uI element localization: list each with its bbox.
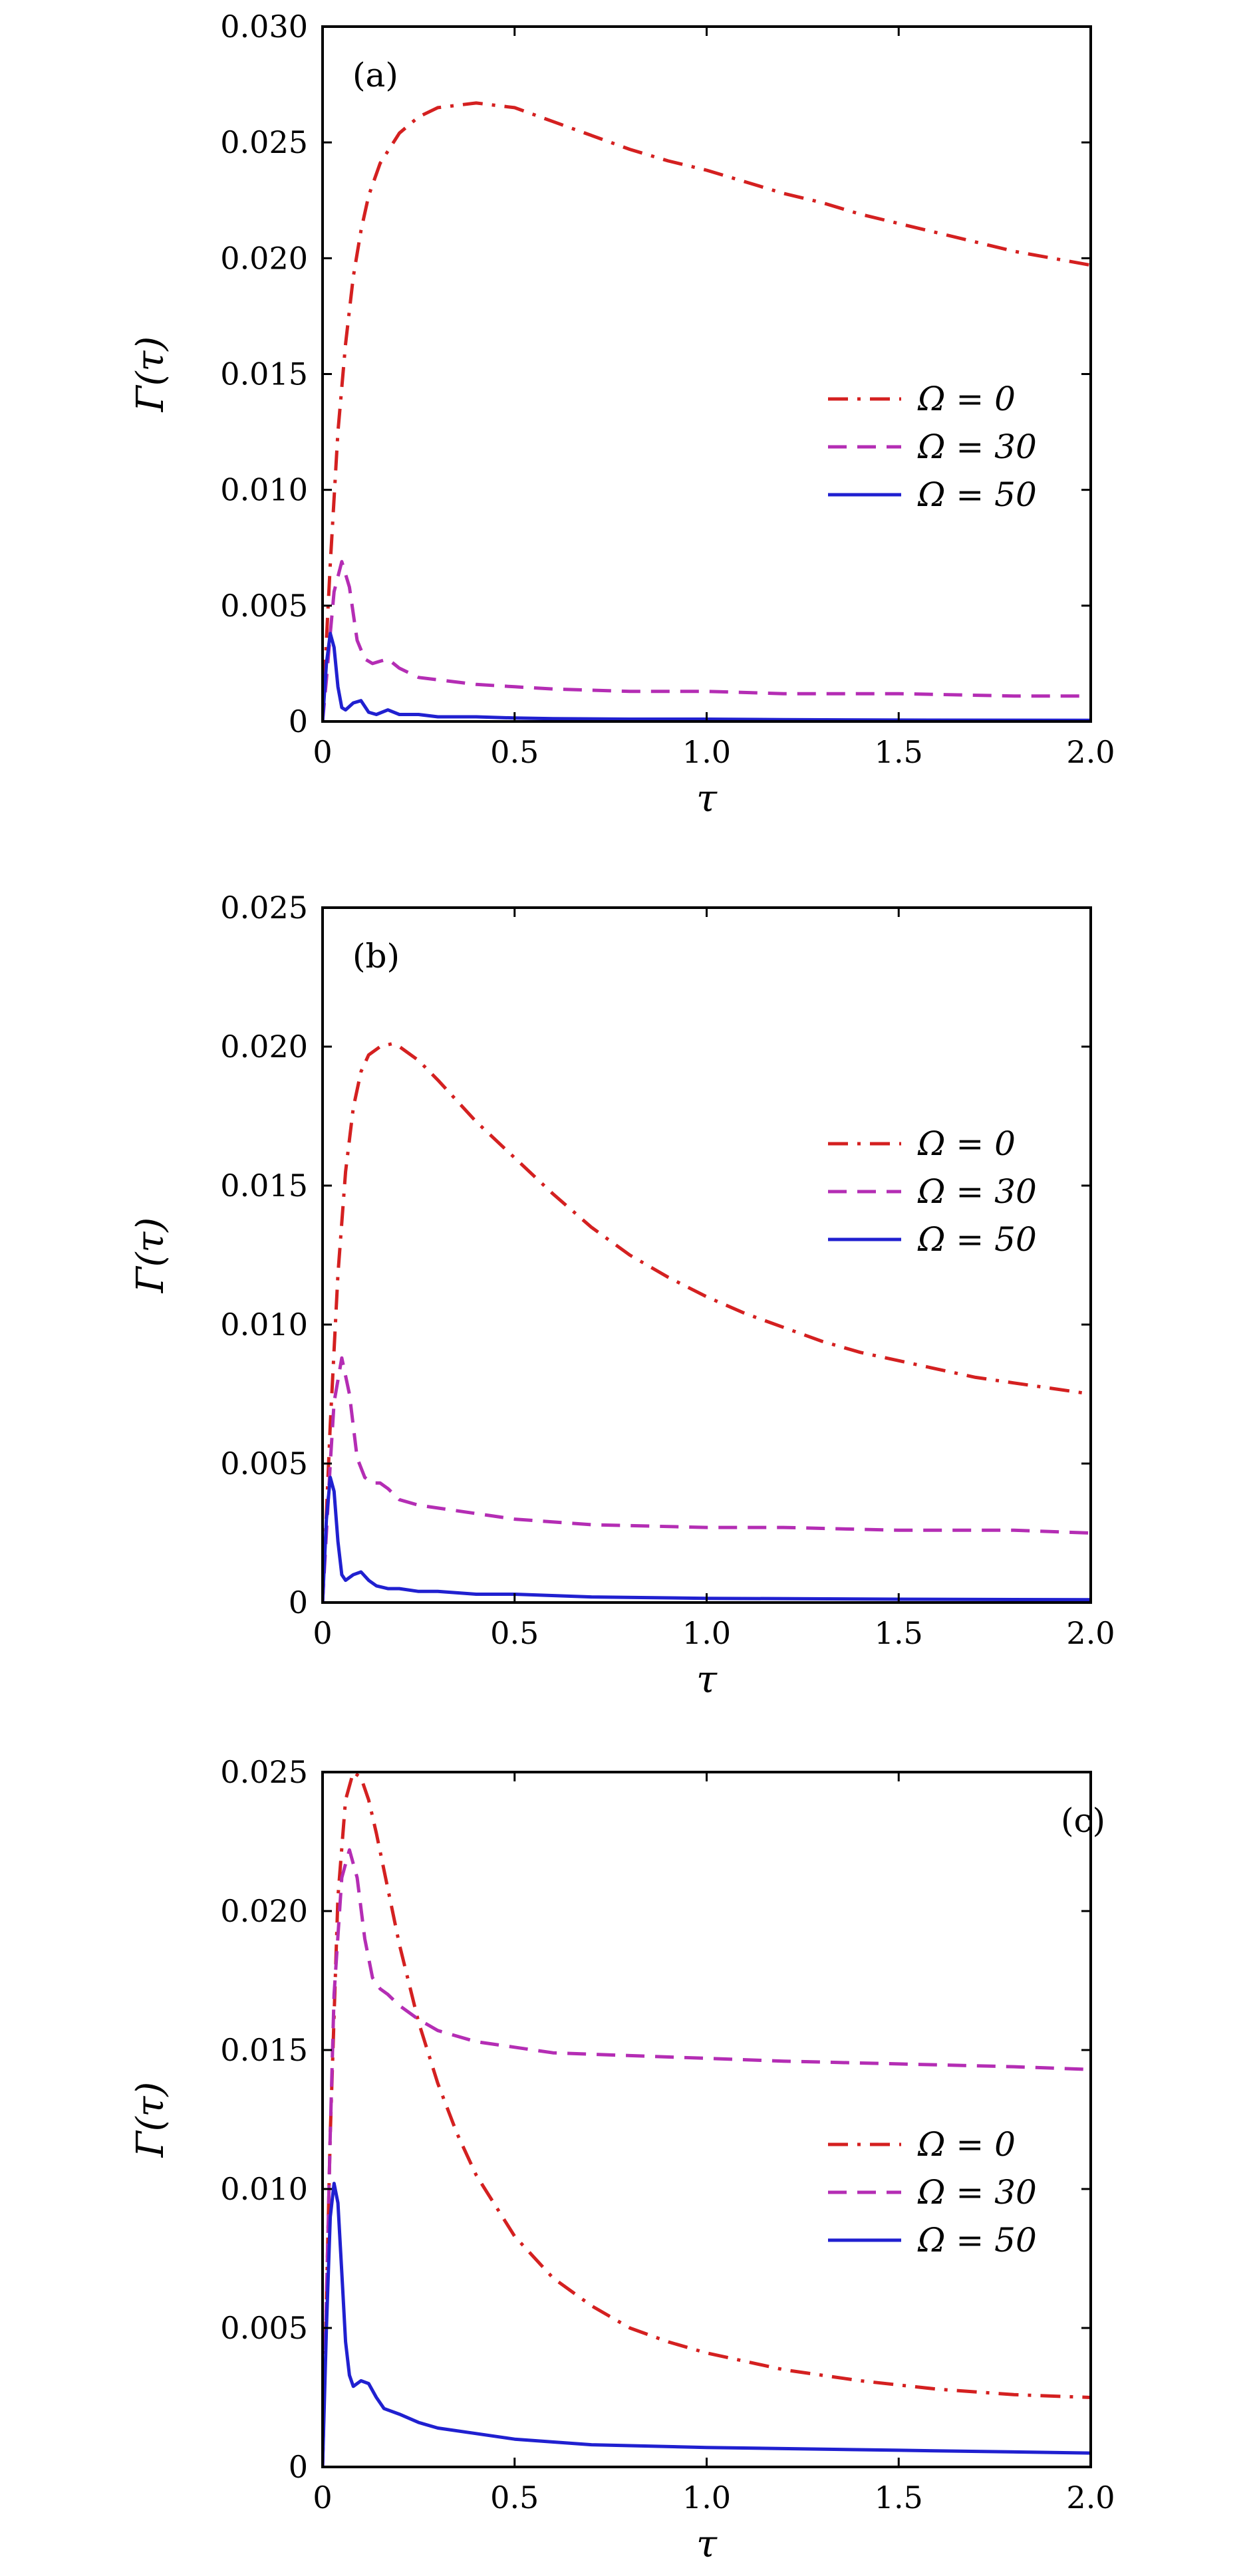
y-tick-label: 0.030 (220, 9, 308, 45)
series-line-omega-0 (323, 1772, 1091, 2467)
legend-label: Ω = 30 (917, 1172, 1037, 1211)
x-axis-label: τ (696, 777, 718, 821)
y-axis-label: Γ(τ) (129, 1218, 172, 1294)
legend: Ω = 0 Ω = 30 Ω = 50 (828, 1124, 1037, 1259)
y-tick-label: 0 (289, 704, 308, 739)
y-tick-label: 0.020 (220, 1029, 308, 1065)
x-tick-label: 2.0 (1066, 734, 1115, 770)
x-axis-label: τ (696, 2523, 718, 2566)
x-tick-label: 2.0 (1066, 1615, 1115, 1651)
y-tick-label: 0.025 (220, 1754, 308, 1790)
series-line-omega-50 (323, 1476, 1091, 1603)
legend-label: Ω = 0 (917, 380, 1016, 418)
y-tick-label: 0 (289, 1585, 308, 1620)
x-tick-label: 2.0 (1066, 2480, 1115, 2515)
chart-panel-2: 0 0.5 1.0 1.5 2.0 0 0.005 0.010 0.015 0.020 0.025 τ… (129, 890, 1115, 1702)
y-tick-label: 0.015 (220, 1168, 308, 1204)
y-tick-label: 0.010 (220, 472, 308, 508)
x-tick-label: 1.0 (682, 2480, 731, 2515)
x-axis-label: τ (696, 1658, 718, 1702)
y-tick-label: 0.025 (220, 124, 308, 160)
x-tick-label: 0.5 (490, 1615, 539, 1651)
legend: Ω = 0 Ω = 30 Ω = 50 (828, 380, 1037, 514)
x-tick-label: 0 (313, 2480, 332, 2515)
legend-label: Ω = 50 (917, 475, 1037, 514)
y-tick-label: 0.020 (220, 1893, 308, 1929)
y-tick-label: 0 (289, 2449, 308, 2485)
y-tick-label: 0.010 (220, 1307, 308, 1343)
series-line-omega-0 (323, 101, 1091, 721)
x-tick-label: 1.5 (875, 734, 923, 770)
legend-label: Ω = 50 (917, 1220, 1037, 1259)
legend-label: Ω = 50 (917, 2221, 1037, 2259)
legend-label: Ω = 0 (917, 2125, 1016, 2164)
legend-label: Ω = 30 (917, 428, 1037, 466)
chart-panel-3: 0 0.5 1.0 1.5 2.0 0 0.005 0.010 0.015 0.020 0.025 τ… (129, 1754, 1115, 2566)
x-tick-label: 1.5 (875, 1615, 923, 1651)
y-tick-label: 0.005 (220, 1446, 308, 1481)
series-line-omega-30 (323, 1356, 1091, 1603)
series-line-omega-50 (323, 2182, 1091, 2467)
legend-label: Ω = 0 (917, 1124, 1016, 1163)
x-tick-label: 0.5 (490, 2480, 539, 2515)
series-line-omega-30 (323, 560, 1091, 721)
y-tick-label: 0.025 (220, 890, 308, 926)
series-line-omega-50 (323, 632, 1091, 721)
x-tick-label: 0.5 (490, 734, 539, 770)
y-tick-label: 0.015 (220, 2032, 308, 2068)
x-tick-label: 1.0 (682, 734, 731, 770)
x-tick-label: 1.0 (682, 1615, 731, 1651)
y-tick-label: 0.010 (220, 2171, 308, 2207)
legend-label: Ω = 30 (917, 2173, 1037, 2212)
x-tick-label: 0 (313, 734, 332, 770)
plot-frame (321, 25, 1092, 723)
panel-label: (c) (1061, 1801, 1105, 1840)
y-tick-label: 0.005 (220, 2310, 308, 2346)
series-line-omega-0 (323, 1042, 1091, 1603)
panel-label: (b) (352, 937, 400, 975)
y-tick-label: 0.020 (220, 240, 308, 276)
legend: Ω = 0 Ω = 30 Ω = 50 (828, 2125, 1037, 2259)
x-tick-label: 0 (313, 1615, 332, 1651)
y-tick-label: 0.005 (220, 588, 308, 624)
y-axis-label: Γ(τ) (129, 2082, 172, 2158)
plot-frame (321, 1771, 1092, 2468)
y-axis-label: Γ(τ) (129, 336, 172, 413)
x-tick-label: 1.5 (875, 2480, 923, 2515)
chart-panel-1: 0 0.5 1.0 1.5 2.0 0 0.005 0.010 0.015 0.020 0.025 0… (129, 9, 1115, 821)
y-tick-label: 0.015 (220, 356, 308, 392)
panel-label: (a) (352, 56, 398, 94)
